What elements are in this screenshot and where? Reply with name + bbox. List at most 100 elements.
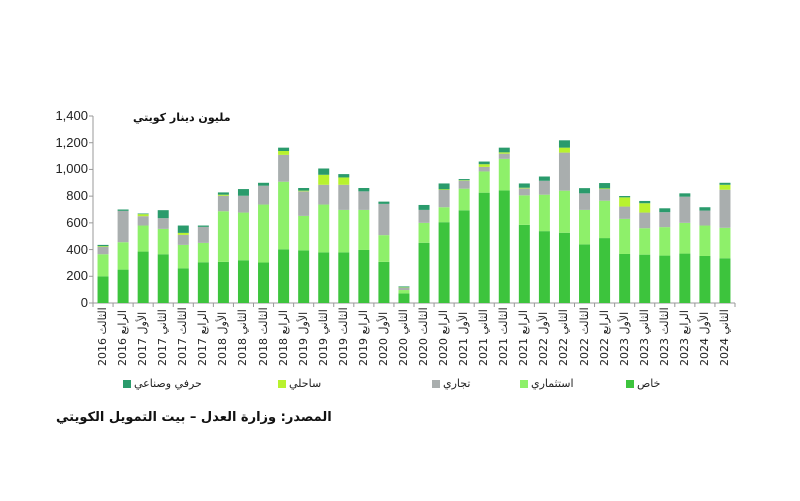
bar-segment [398, 290, 410, 294]
bar-segment [719, 189, 731, 228]
bar-segment [418, 242, 430, 303]
bar-segment [679, 253, 691, 303]
bar-segment [619, 218, 631, 254]
x-tick-label: 2017 الرابع [196, 310, 210, 366]
bar-segment [538, 194, 550, 232]
bar-segment [157, 218, 169, 229]
x-tick-label: 2018 الثالث [256, 307, 270, 366]
x-tick-label: 2021 الرابع [517, 310, 531, 366]
bar-stack [278, 147, 290, 303]
bar-segment [358, 191, 370, 210]
y-tick-label: 1,400 [55, 108, 88, 123]
x-tick-label: 2024 الثاني [717, 309, 731, 366]
x-tick-label: 2018 الرابع [276, 310, 290, 366]
bar-segment [478, 171, 490, 193]
bar-segment [659, 212, 671, 228]
x-tick-label: 2017 الأول [136, 311, 150, 366]
bar-segment [418, 204, 430, 210]
y-tick-label: 200 [66, 268, 88, 284]
bar-segment [217, 211, 229, 262]
bar-segment [338, 174, 350, 178]
bar-segment [318, 174, 330, 185]
bar-segment [298, 215, 310, 251]
x-tick-label: 2022 الأول [537, 311, 551, 366]
bar-stack [177, 225, 189, 303]
bar-segment [538, 180, 550, 195]
bar-segment [278, 181, 290, 250]
bar-segment [398, 293, 410, 303]
x-tick-label: 2016 الرابع [116, 310, 130, 366]
bar-segment [358, 187, 370, 192]
bar-stack [137, 213, 149, 303]
bar-stack [538, 176, 550, 303]
bar-segment [137, 251, 149, 303]
bar-stack [318, 168, 330, 303]
bar-stack [197, 225, 209, 303]
legend-item: حرفي وصناعي [123, 377, 202, 390]
bar-segment [679, 222, 691, 254]
bar-segment [659, 255, 671, 303]
bar-stack [659, 208, 671, 303]
bar-stack [478, 161, 490, 303]
bar-segment [538, 176, 550, 181]
bar-segment [418, 209, 430, 223]
bar-segment [679, 196, 691, 223]
bar-segment [579, 244, 591, 303]
legend-swatch [432, 379, 440, 388]
bar-segment [97, 276, 109, 303]
bar-stack [699, 207, 711, 303]
bar-segment [378, 201, 390, 204]
legend: حرفي وصناعي ساحلي تجاري استثماري خاص [0, 377, 800, 397]
bar-segment [378, 203, 390, 236]
y-tick-label: 1,000 [55, 161, 88, 177]
bar-segment [157, 228, 169, 255]
bar-segment [478, 161, 490, 165]
x-tick-label: 2022 الثالث [577, 307, 591, 366]
bar-stack [237, 189, 249, 303]
bar-segment [558, 147, 570, 153]
bar-segment [137, 216, 149, 226]
bar-segment [699, 207, 711, 211]
bar-segment [298, 191, 310, 216]
x-tick-label: 2021 الأول [457, 311, 471, 366]
bar-segment [398, 287, 410, 291]
bar-segment [639, 228, 651, 255]
bar-segment [458, 180, 470, 189]
bar-segment [338, 252, 350, 303]
bar-segment [157, 254, 169, 303]
bar-segment [679, 193, 691, 197]
bar-segment [217, 192, 229, 195]
bar-segment [719, 258, 731, 303]
bar-segment [318, 204, 330, 253]
bar-segment [318, 252, 330, 303]
bar-segment [338, 209, 350, 253]
bar-segment [599, 188, 611, 190]
x-tick-label: 2023 الثاني [637, 309, 651, 366]
legend-swatch [123, 379, 131, 388]
bar-segment [498, 153, 510, 159]
bar-segment [117, 210, 129, 243]
bar-segment [619, 253, 631, 303]
bar-segment [639, 200, 651, 204]
legend-swatch [520, 379, 528, 388]
bar-stack [358, 187, 370, 303]
bar-segment [619, 196, 631, 198]
bar-stack [398, 286, 410, 303]
bar-segment [278, 249, 290, 303]
bar-segment [237, 189, 249, 196]
bar-segment [518, 183, 530, 188]
bar-segment [258, 204, 270, 263]
x-tick-label: 2017 الثاني [156, 309, 170, 366]
bar-segment [418, 222, 430, 243]
bar-segment [619, 206, 631, 219]
bar-segment [498, 147, 510, 153]
bar-segment [639, 203, 651, 213]
bar-segment [237, 260, 249, 303]
bar-segment [177, 244, 189, 269]
bar-segment [97, 254, 109, 277]
bar-segment [458, 188, 470, 211]
bar-segment [197, 225, 209, 227]
x-tick-label: 2020 الرابع [437, 310, 451, 366]
bar-stack [458, 179, 470, 303]
